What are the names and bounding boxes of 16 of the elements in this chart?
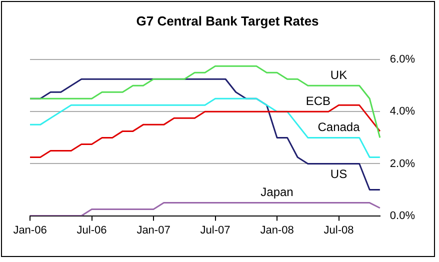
- series-label: Canada: [318, 120, 360, 134]
- y-tick-label: 6.0%: [390, 54, 416, 66]
- chart-title: G7 Central Bank Target Rates: [136, 13, 319, 28]
- x-tick-label: Jul-06: [76, 224, 107, 236]
- y-tick-label: 2.0%: [390, 158, 416, 170]
- x-tick-label: Jul-07: [200, 224, 230, 236]
- series-label: US: [330, 167, 348, 182]
- x-tick-label: Jan-06: [13, 224, 47, 236]
- x-tick-label: Jan-07: [136, 224, 170, 236]
- series-label: UK: [330, 68, 348, 82]
- series-label: ECB: [306, 94, 331, 108]
- series-label: Japan: [260, 185, 294, 200]
- x-tick-label: Jan-08: [260, 224, 294, 236]
- y-tick-label: 4.0%: [390, 106, 416, 118]
- x-tick-label: Jul-08: [324, 224, 354, 236]
- y-tick-label: 0.0%: [390, 210, 416, 222]
